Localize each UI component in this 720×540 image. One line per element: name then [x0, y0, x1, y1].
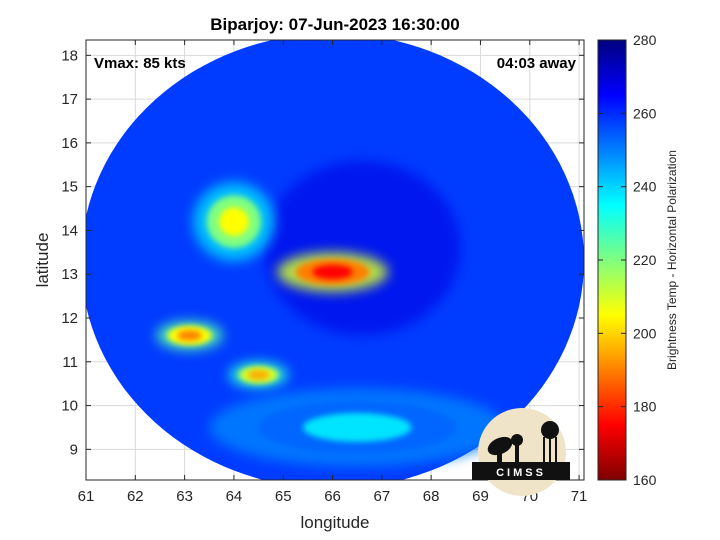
x-tick-label: 68	[423, 488, 440, 505]
y-tick-label: 11	[62, 354, 78, 371]
colorbar-tick-label: 160	[633, 472, 657, 488]
x-tick-label: 66	[324, 488, 341, 505]
chart-title: Biparjoy: 07-Jun-2023 16:30:00	[210, 15, 459, 34]
colorbar-tick-label: 180	[633, 399, 657, 415]
time-away-annotation: 04:03 away	[497, 55, 577, 72]
x-tick-label: 61	[78, 488, 95, 505]
x-axis-label: longitude	[300, 513, 369, 532]
axes-frame	[85, 39, 585, 481]
x-axis-ticks: 61 62 63 64 65 66 67 68 69 70 71	[78, 40, 588, 505]
logo-text: CIMSS	[496, 467, 546, 479]
colorbar-tick-label: 280	[633, 32, 657, 48]
colorbar-tick-label: 260	[633, 105, 657, 121]
y-axis-label: latitude	[33, 233, 52, 288]
feature-core-eyewall	[312, 264, 353, 280]
y-tick-label: 13	[61, 266, 78, 283]
colorbar-ticks: 160 180 200 220 240 260 280	[598, 32, 657, 488]
colorbar-tick-label: 220	[633, 252, 657, 268]
feature-core-southern-band	[302, 413, 412, 442]
x-tick-label: 67	[373, 488, 390, 505]
y-tick-label: 18	[61, 47, 78, 64]
cimss-logo: CIMSS	[472, 408, 570, 496]
colorbar-label: Brightness Temp - Horizontal Polarizatio…	[665, 150, 679, 370]
colorbar-tick-label: 240	[633, 179, 657, 195]
x-tick-label: 65	[275, 488, 292, 505]
y-tick-label: 16	[61, 135, 78, 152]
y-axis-ticks: 9 10 11 12 13 14 15 16 17 18	[61, 47, 584, 458]
y-tick-label: 9	[70, 441, 78, 458]
feature-core-southwest-rainband	[247, 370, 270, 380]
feature-core-northwest-rainband	[219, 207, 249, 237]
y-tick-label: 17	[61, 91, 78, 108]
rain-features	[156, 160, 506, 467]
y-tick-label: 12	[61, 310, 78, 327]
cold-core-ring	[263, 160, 461, 336]
x-tick-label: 71	[571, 488, 588, 505]
x-tick-label: 64	[226, 488, 243, 505]
x-tick-label: 62	[127, 488, 144, 505]
feature-core-west-rainband	[177, 330, 202, 341]
x-tick-label: 63	[176, 488, 193, 505]
y-tick-label: 10	[61, 398, 78, 415]
x-tick-label: 69	[472, 488, 489, 505]
colorbar-tick-label: 200	[633, 325, 657, 341]
vmax-annotation: Vmax: 85 kts	[94, 55, 186, 72]
y-tick-label: 15	[61, 179, 78, 196]
y-tick-label: 14	[61, 222, 78, 239]
